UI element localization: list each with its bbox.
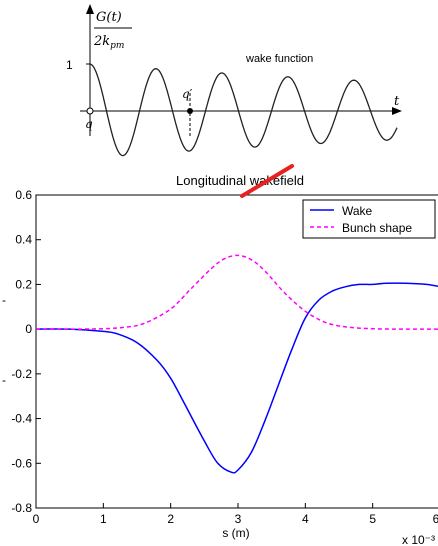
wake-diagram-t-label: t xyxy=(394,94,400,109)
charge-q-prime-marker xyxy=(187,108,193,114)
y-tick-label: 0.2 xyxy=(15,277,32,291)
y-tick-label: -0.8 xyxy=(11,501,32,515)
x-tick-label: 6 xyxy=(433,512,438,526)
legend-wake-label: Wake xyxy=(342,204,373,218)
x-tick-label: 1 xyxy=(100,512,107,526)
red-annotation-strike xyxy=(240,164,294,198)
x-tick-label: 0 xyxy=(33,512,40,526)
y-axis: -0.8 -0.6 -0.4 -0.2 0 0.2 0.4 0.6 xyxy=(11,188,41,515)
legend-bunch-label: Bunch shape xyxy=(342,221,412,235)
wake-function-label: wake function xyxy=(245,53,313,65)
x-tick-label: 4 xyxy=(302,512,309,526)
x-multiplier-label: x 10⁻³ xyxy=(402,533,435,546)
x-axis-label: s (m) xyxy=(222,526,249,540)
series-layer xyxy=(35,254,438,474)
legend: Wake Bunch shape xyxy=(302,199,436,239)
left-edge-fragment-b: - xyxy=(2,373,6,387)
x-tick-label: 2 xyxy=(167,512,174,526)
legend-box xyxy=(302,199,436,239)
wake-diagram-tick-one: 1 xyxy=(66,58,73,72)
y-tick-label: 0.6 xyxy=(15,188,32,202)
y-tick-label: -0.6 xyxy=(11,456,32,470)
x-tick-label: 5 xyxy=(369,512,376,526)
wake-diagram-y-arrow xyxy=(86,4,94,14)
plot-frame xyxy=(35,194,438,509)
y-tick-label: 0 xyxy=(25,322,32,336)
wake-diagram-y-label-denominator: 2kpm xyxy=(93,34,124,51)
y-tick-label: -0.2 xyxy=(11,367,32,381)
charge-q-marker xyxy=(86,107,94,115)
wake-diagram-y-label-numerator: G(t) xyxy=(96,10,122,25)
wake-diagram-x-arrow xyxy=(392,107,402,115)
wake-diagram: G(t) 2kpm 1 q q′ wake function t xyxy=(66,4,402,157)
wake-function-curve xyxy=(89,63,398,157)
y-tick-label: -0.4 xyxy=(11,412,32,426)
chart-title: Longitudinal wakefield xyxy=(176,173,304,188)
x-tick-label: 3 xyxy=(235,512,242,526)
wakefield-chart: Longitudinal wakefield -0.8-0.6-0.4-0.20… xyxy=(2,164,438,546)
bunch-shape-series-line xyxy=(35,254,438,330)
charge-q-prime-label: q′ xyxy=(182,87,193,101)
left-edge-fragment-a: - xyxy=(2,293,6,307)
wake-series-line xyxy=(35,282,438,474)
y-tick-label: 0.4 xyxy=(15,233,32,247)
x-axis: 0 1 2 3 4 5 6 xyxy=(33,503,438,526)
charge-q-label: q xyxy=(85,117,93,131)
